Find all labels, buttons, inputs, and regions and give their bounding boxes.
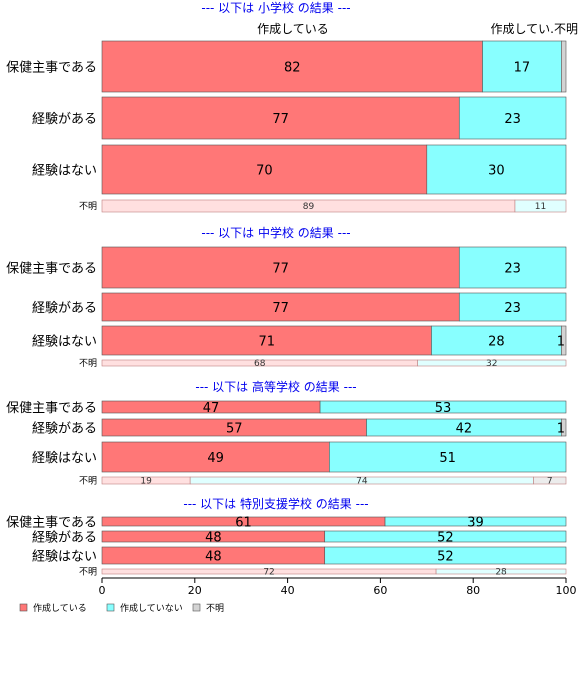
- bar-segment: [329, 441, 567, 473]
- x-tick-label: 0: [99, 584, 106, 597]
- data-label: 47: [203, 401, 220, 416]
- bar-segment: [101, 325, 432, 356]
- data-label: 48: [205, 550, 222, 565]
- x-tick-label: 80: [466, 584, 480, 597]
- category-label: 保健主事である: [6, 401, 97, 416]
- bar-segment: [384, 516, 567, 527]
- bar-segment: [101, 292, 460, 322]
- data-label: 74: [356, 477, 368, 487]
- category-label: 保健主事である: [6, 262, 97, 277]
- bar-segment: [417, 359, 567, 367]
- x-tick-label: 100: [556, 584, 577, 597]
- x-tick-label: 40: [281, 584, 295, 597]
- bar-segment: [458, 246, 567, 289]
- category-label: 経験がある: [32, 301, 97, 316]
- bar-segment: [101, 144, 428, 195]
- x-tick-label: 20: [188, 584, 202, 597]
- data-label: 39: [467, 516, 484, 531]
- data-label: 17: [514, 61, 531, 76]
- bar-segment: [458, 96, 567, 140]
- bar-segment: [561, 40, 567, 93]
- data-label: 77: [272, 112, 289, 127]
- category-label: 経験はない: [32, 550, 97, 565]
- top-label-created: 作成している: [257, 22, 329, 36]
- data-label: 68: [254, 359, 266, 369]
- category-label: 経験はない: [32, 335, 97, 350]
- data-label: 51: [439, 451, 456, 466]
- data-label: 28: [488, 335, 505, 350]
- bar-segment: [435, 568, 567, 575]
- data-label: 77: [272, 262, 289, 277]
- data-label: 70: [256, 164, 273, 179]
- data-label: 61: [235, 516, 252, 531]
- data-label: 7: [547, 477, 553, 487]
- data-label: 52: [437, 550, 454, 565]
- category-label: 不明: [79, 476, 97, 487]
- data-label: 1: [557, 335, 565, 350]
- category-label: 保健主事である: [6, 61, 97, 76]
- bar-segment: [431, 325, 562, 356]
- panel-header: --- 以下は 特別支援学校 の結果 ---: [183, 496, 368, 511]
- bar-segment: [101, 96, 460, 140]
- bar-segment: [426, 144, 567, 195]
- data-label: 77: [272, 301, 289, 316]
- data-label: 72: [263, 568, 274, 578]
- data-label: 89: [303, 202, 315, 212]
- legend-swatch: [19, 603, 28, 612]
- bar-segment: [101, 441, 330, 473]
- bar-segment: [101, 246, 460, 289]
- legend-label: 作成していない: [120, 602, 183, 614]
- data-label: 82: [284, 61, 301, 76]
- data-label: 57: [226, 422, 243, 437]
- data-label: 23: [504, 262, 521, 277]
- data-label: 28: [495, 568, 507, 578]
- category-label: 不明: [79, 201, 97, 212]
- bar-segment: [324, 546, 567, 565]
- data-label: 32: [486, 359, 497, 369]
- bar-segment: [458, 292, 567, 322]
- bar-segment: [319, 400, 567, 414]
- data-label: 23: [504, 301, 521, 316]
- data-label: 23: [504, 112, 521, 127]
- bar-segment: [561, 418, 567, 437]
- category-label: 経験はない: [32, 164, 97, 179]
- legend-swatch: [192, 603, 201, 612]
- data-label: 30: [488, 164, 505, 179]
- data-label: 48: [205, 531, 222, 546]
- category-label: 経験がある: [32, 112, 97, 127]
- legend-swatch: [106, 603, 115, 612]
- data-label: 52: [437, 531, 454, 546]
- bar-segment: [482, 40, 562, 93]
- bar-segment: [533, 476, 567, 485]
- category-label: 保健主事である: [6, 516, 97, 531]
- panel-header: --- 以下は 中学校 の結果 ---: [201, 225, 350, 240]
- data-label: 42: [456, 422, 473, 437]
- data-label: 53: [435, 401, 452, 416]
- top-label-not-created-unknown: 作成してい.不明: [491, 22, 578, 36]
- category-label: 経験がある: [32, 531, 97, 546]
- bar-segment: [324, 530, 567, 543]
- legend-label: 作成している: [33, 602, 87, 614]
- panel-header: --- 以下は 小学校 の結果 ---: [201, 0, 350, 15]
- category-label: 不明: [79, 567, 97, 578]
- legend-label: 不明: [206, 603, 224, 614]
- category-label: 経験がある: [32, 422, 97, 437]
- data-label: 49: [207, 451, 224, 466]
- category-label: 不明: [79, 358, 97, 369]
- x-tick-label: 60: [373, 584, 387, 597]
- panel-header: --- 以下は 高等学校 の結果 ---: [195, 379, 356, 394]
- data-label: 11: [535, 202, 546, 212]
- data-label: 1: [557, 422, 565, 437]
- bar-segment: [101, 40, 483, 93]
- bar-segment: [514, 199, 567, 213]
- category-label: 経験はない: [32, 451, 97, 466]
- bar-segment: [561, 325, 567, 356]
- data-label: 71: [258, 335, 275, 350]
- data-label: 19: [140, 477, 152, 487]
